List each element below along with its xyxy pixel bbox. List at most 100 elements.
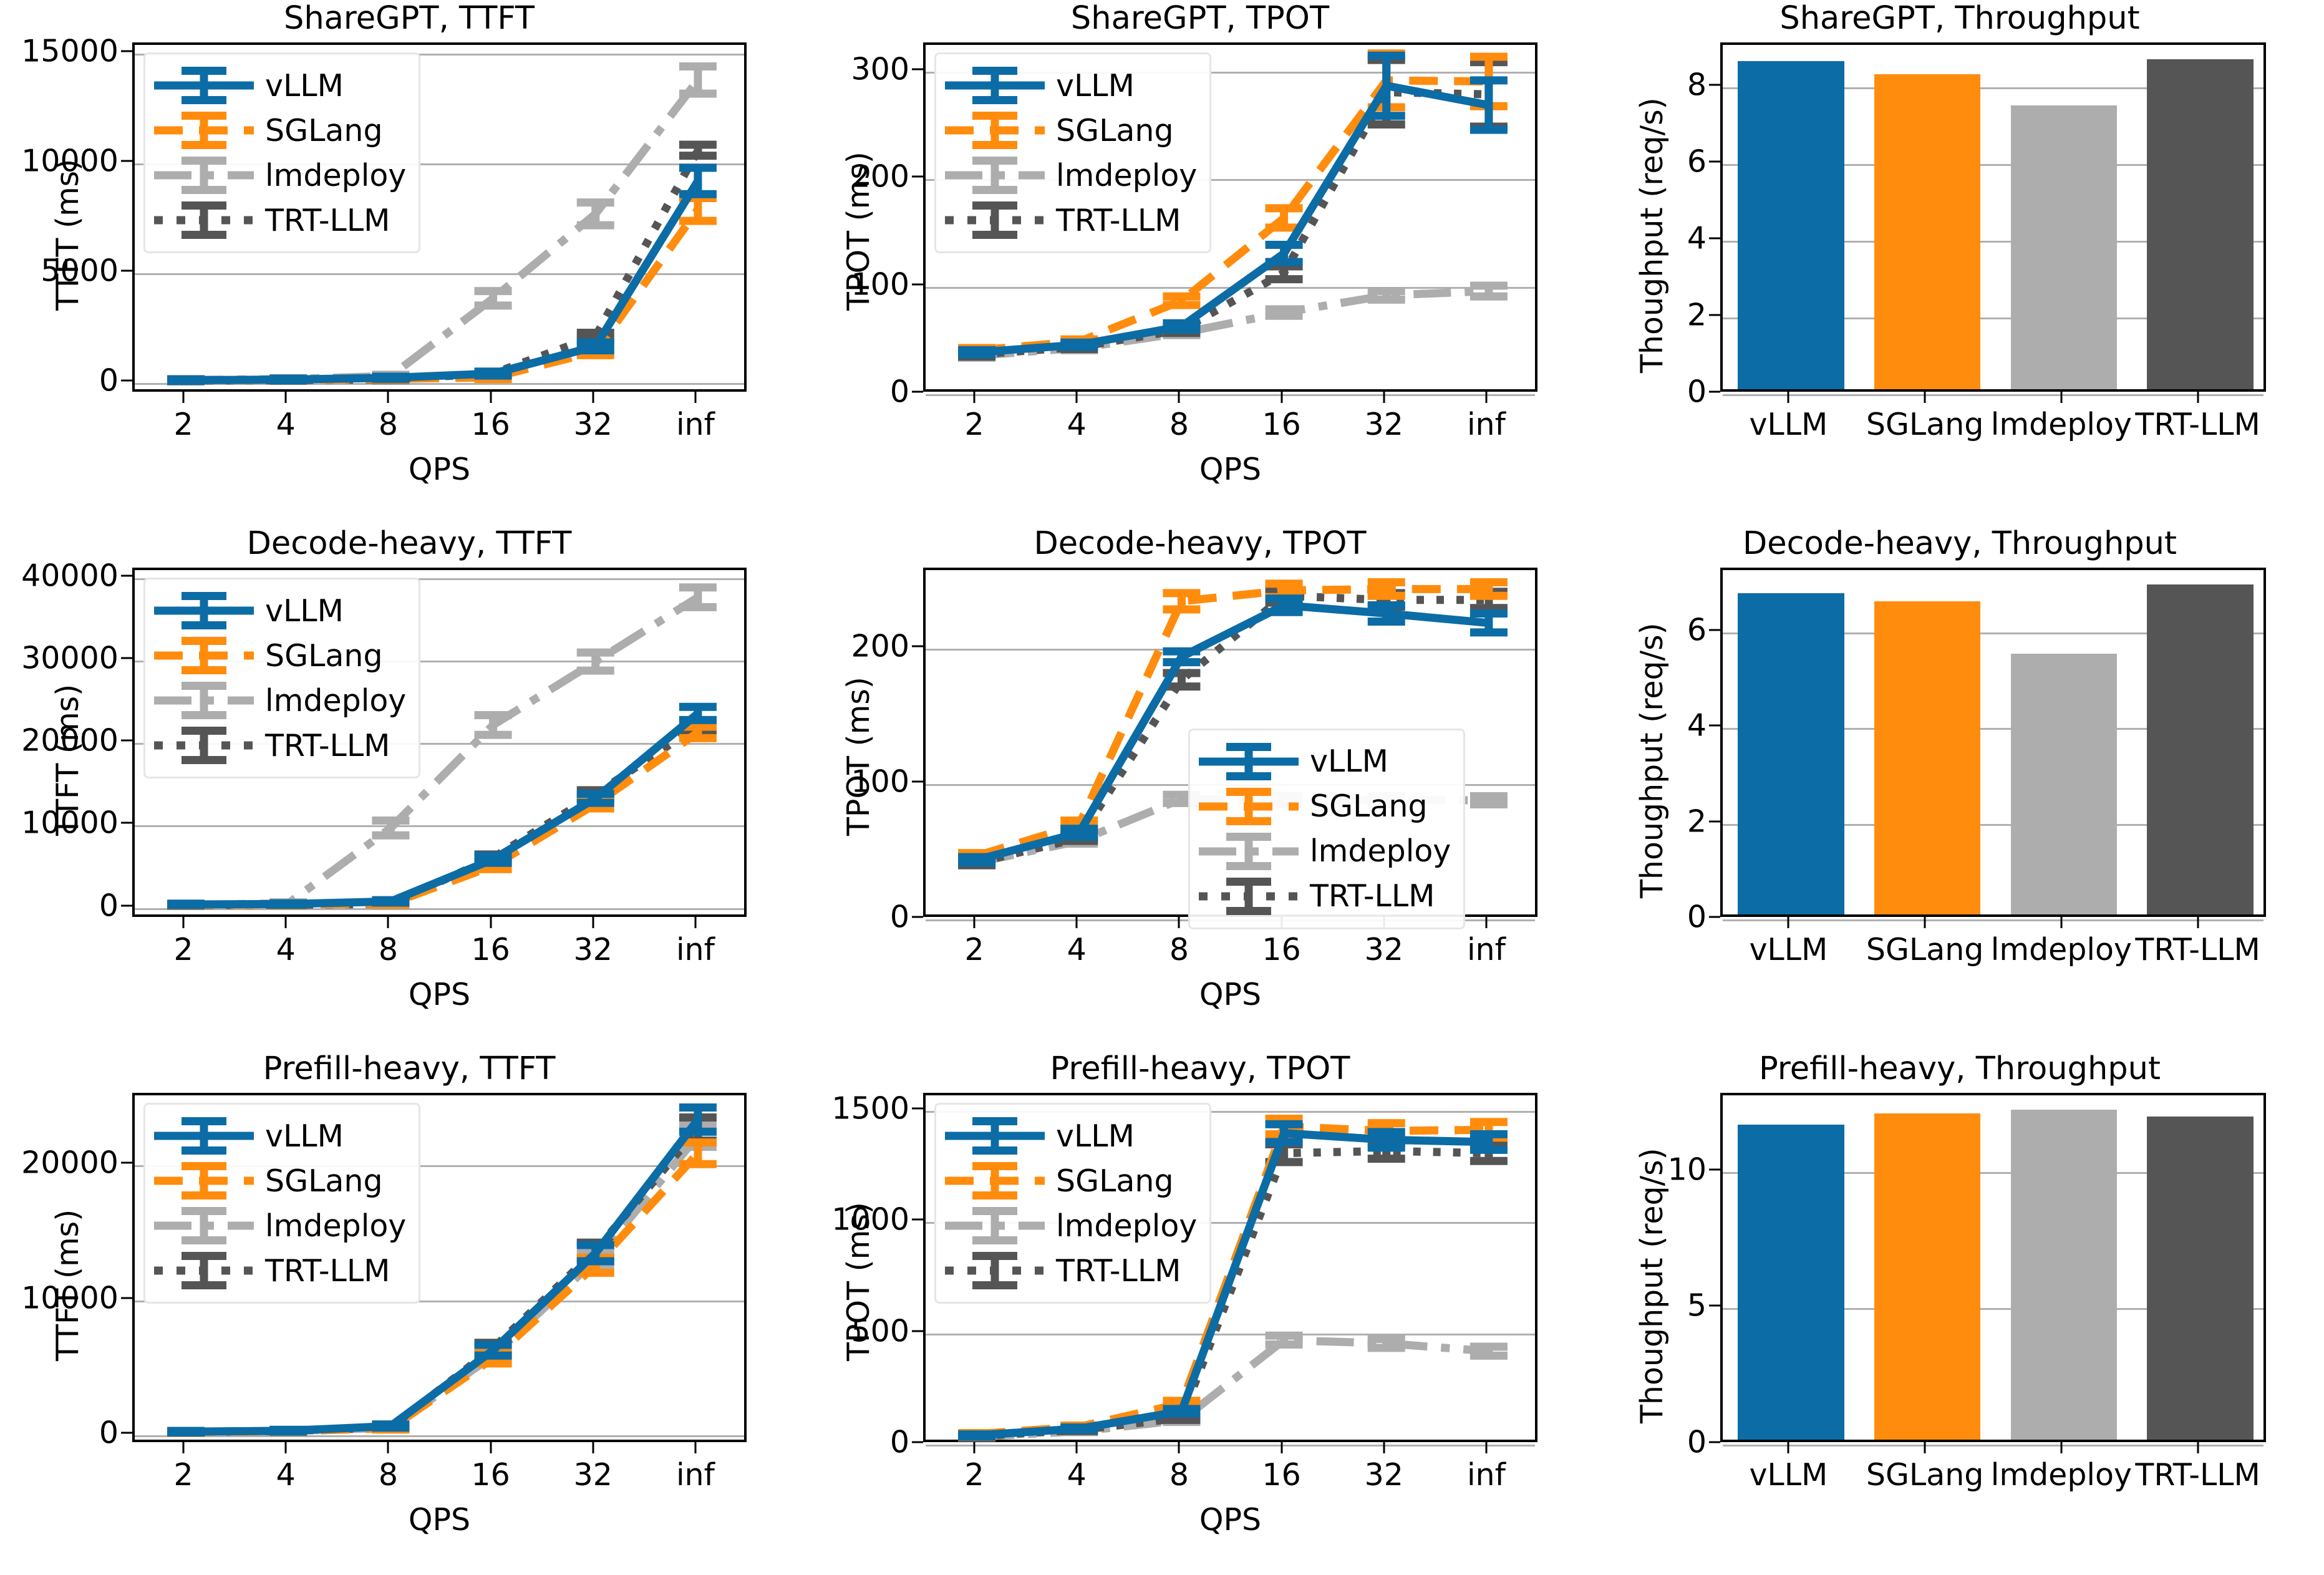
y-gridline [1723,1445,2263,1447]
legend-label: SGLang [1056,1163,1174,1199]
y-gridline [135,908,744,910]
y-gridline [1723,823,2263,826]
legend-swatch-icon [154,157,254,194]
y-axis-tick-mark [121,1161,132,1164]
legend-errorbar-cap-top [972,1117,1017,1125]
x-axis-tick-label: lmdeploy [1990,1457,2133,1493]
x-axis-tick-label: vLLM [1749,932,1828,967]
x-axis-tick-label: 2 [173,1457,193,1493]
y-gridline [135,661,744,663]
y-axis-tick-mark [912,916,923,918]
x-axis-tick-mark [2060,917,2063,928]
y-axis-tick-label: 0 [1687,1424,1707,1460]
y-axis-tick-label: 6 [1687,612,1707,648]
x-axis-tick-mark [284,1442,287,1453]
x-axis-tick-label: 16 [471,1457,510,1493]
x-axis-tick-mark [1075,392,1078,403]
legend-swatch-icon [154,1162,254,1199]
y-axis-tick-mark [1709,1168,1720,1170]
y-axis-tick-mark [1709,916,1720,918]
legend-errorbar-cap-bottom [1226,861,1271,870]
y-axis-tick-mark [121,269,132,272]
x-axis-tick-label: 2 [964,407,984,442]
legend-errorbar-cap-top [972,1207,1017,1215]
y-gridline [1723,1308,2263,1311]
x-axis-tick-label: 2 [964,1457,984,1493]
legend-item-lmdeploy: lmdeploy [154,678,406,723]
bar-lmdeploy [2010,105,2118,389]
x-axis-tick-mark [1178,1442,1180,1453]
x-axis-tick-label: 8 [378,407,398,442]
legend-errorbar-cap-bottom [1226,906,1271,915]
y-axis-tick-label: 4 [1687,707,1707,744]
x-axis-tick-label: TRT-LLM [2135,407,2260,442]
x-axis-tick-mark [284,392,287,403]
legend-prefill-heavy-ttft: vLLM SGLang lmdeploy TRT-LLM [143,1103,421,1304]
series-vllm [167,163,717,385]
legend-errorbar-cap-bottom [182,666,226,674]
x-axis-tick-label: vLLM [1749,407,1828,442]
legend-swatch-icon [154,201,254,239]
legend-swatch-icon [154,1207,254,1244]
legend-label: lmdeploy [265,1208,407,1244]
legend-errorbar-vertical [200,160,208,190]
x-axis-tick-label: inf [1466,407,1506,442]
x-axis-tick-label: vLLM [1749,1457,1828,1493]
panel-prefill-heavy-ttft: Prefill-heavy, TTFT 0 10000 20000 2 4 8 16 32 inf… [14,1053,805,1575]
y-axis-tick-mark [121,160,132,162]
x-axis-tick-mark [387,392,389,403]
legend-label: lmdeploy [265,157,407,193]
x-axis-tick-label: 8 [1169,932,1189,967]
legend-item-vllm: vLLM [154,588,406,633]
y-gridline [1723,163,2263,166]
x-axis-tick-mark [490,1442,492,1453]
y-axis-tick-mark [121,739,132,742]
legend-label: TRT-LLM [265,202,390,238]
legend-label: lmdeploy [1056,157,1198,193]
bar-vllm [1738,593,1844,914]
x-axis-tick-mark [2197,917,2199,928]
legend-item-vllm: vLLM [945,63,1197,108]
panel-prefill-heavy-tpot: Prefill-heavy, TPOT 0 500 1000 1500 2 4 8 16 32 in… [805,1053,1595,1575]
y-axis-tick-label: 200 [851,628,909,664]
y-axis-tick-mark [1709,820,1720,823]
y-axis-tick-label: 1500 [831,1090,909,1127]
legend-errorbar-vertical [990,1121,999,1151]
legend-sharegpt-tpot: vLLM SGLang lmdeploy TRT-LLM [934,52,1212,253]
y-axis-tick-mark [912,1441,923,1443]
legend-decode-heavy-tpot: vLLM SGLang lmdeploy TRT-LLM [1188,728,1466,929]
legend-swatch-icon [1199,832,1299,870]
legend-errorbar-cap-top [972,201,1017,210]
panel-title: Prefill-heavy, TTFT [263,1050,556,1087]
legend-errorbar-cap-top [972,67,1017,75]
y-axis-tick-mark [912,1330,923,1332]
y-axis-tick-label: 100 [851,763,909,800]
legend-label: TRT-LLM [1056,202,1181,238]
y-axis-tick-label: 0 [1687,899,1707,935]
x-axis-tick-mark [1787,392,1789,403]
x-axis-tick-label: 8 [1169,407,1189,442]
legend-item-sglang: SGLang [154,1158,406,1203]
bar-lmdeploy [2010,1109,2118,1440]
x-axis-tick-label: inf [675,407,715,442]
legend-errorbar-cap-bottom [972,1146,1017,1155]
panel-title: Decode-heavy, Throughput [1742,525,2177,562]
legend-item-trt-llm: TRT-LLM [1199,874,1451,919]
y-gridline [135,1300,744,1302]
legend-item-vllm: vLLM [154,63,406,108]
x-axis-tick-mark [1178,392,1180,403]
legend-swatch-icon [1199,742,1299,780]
legend-swatch-icon [945,112,1045,149]
x-axis-tick-label: 32 [573,1457,612,1493]
y-axis-tick-label: 0 [99,1415,119,1451]
y-axis-tick-mark [912,1218,923,1221]
y-axis-label: Thoughput (req/s) [1634,1148,1670,1423]
bar-sglang [1874,601,1981,914]
x-axis-tick-label: SGLang [1866,1457,1984,1493]
y-axis-tick-label: 20000 [21,722,119,758]
x-axis-tick-label: 8 [378,1457,398,1493]
legend-decode-heavy-ttft: vLLM SGLang lmdeploy TRT-LLM [143,578,421,778]
x-axis-tick-mark [1924,1442,1926,1453]
legend-errorbar-vertical [200,686,208,715]
legend-label: vLLM [1310,744,1388,780]
